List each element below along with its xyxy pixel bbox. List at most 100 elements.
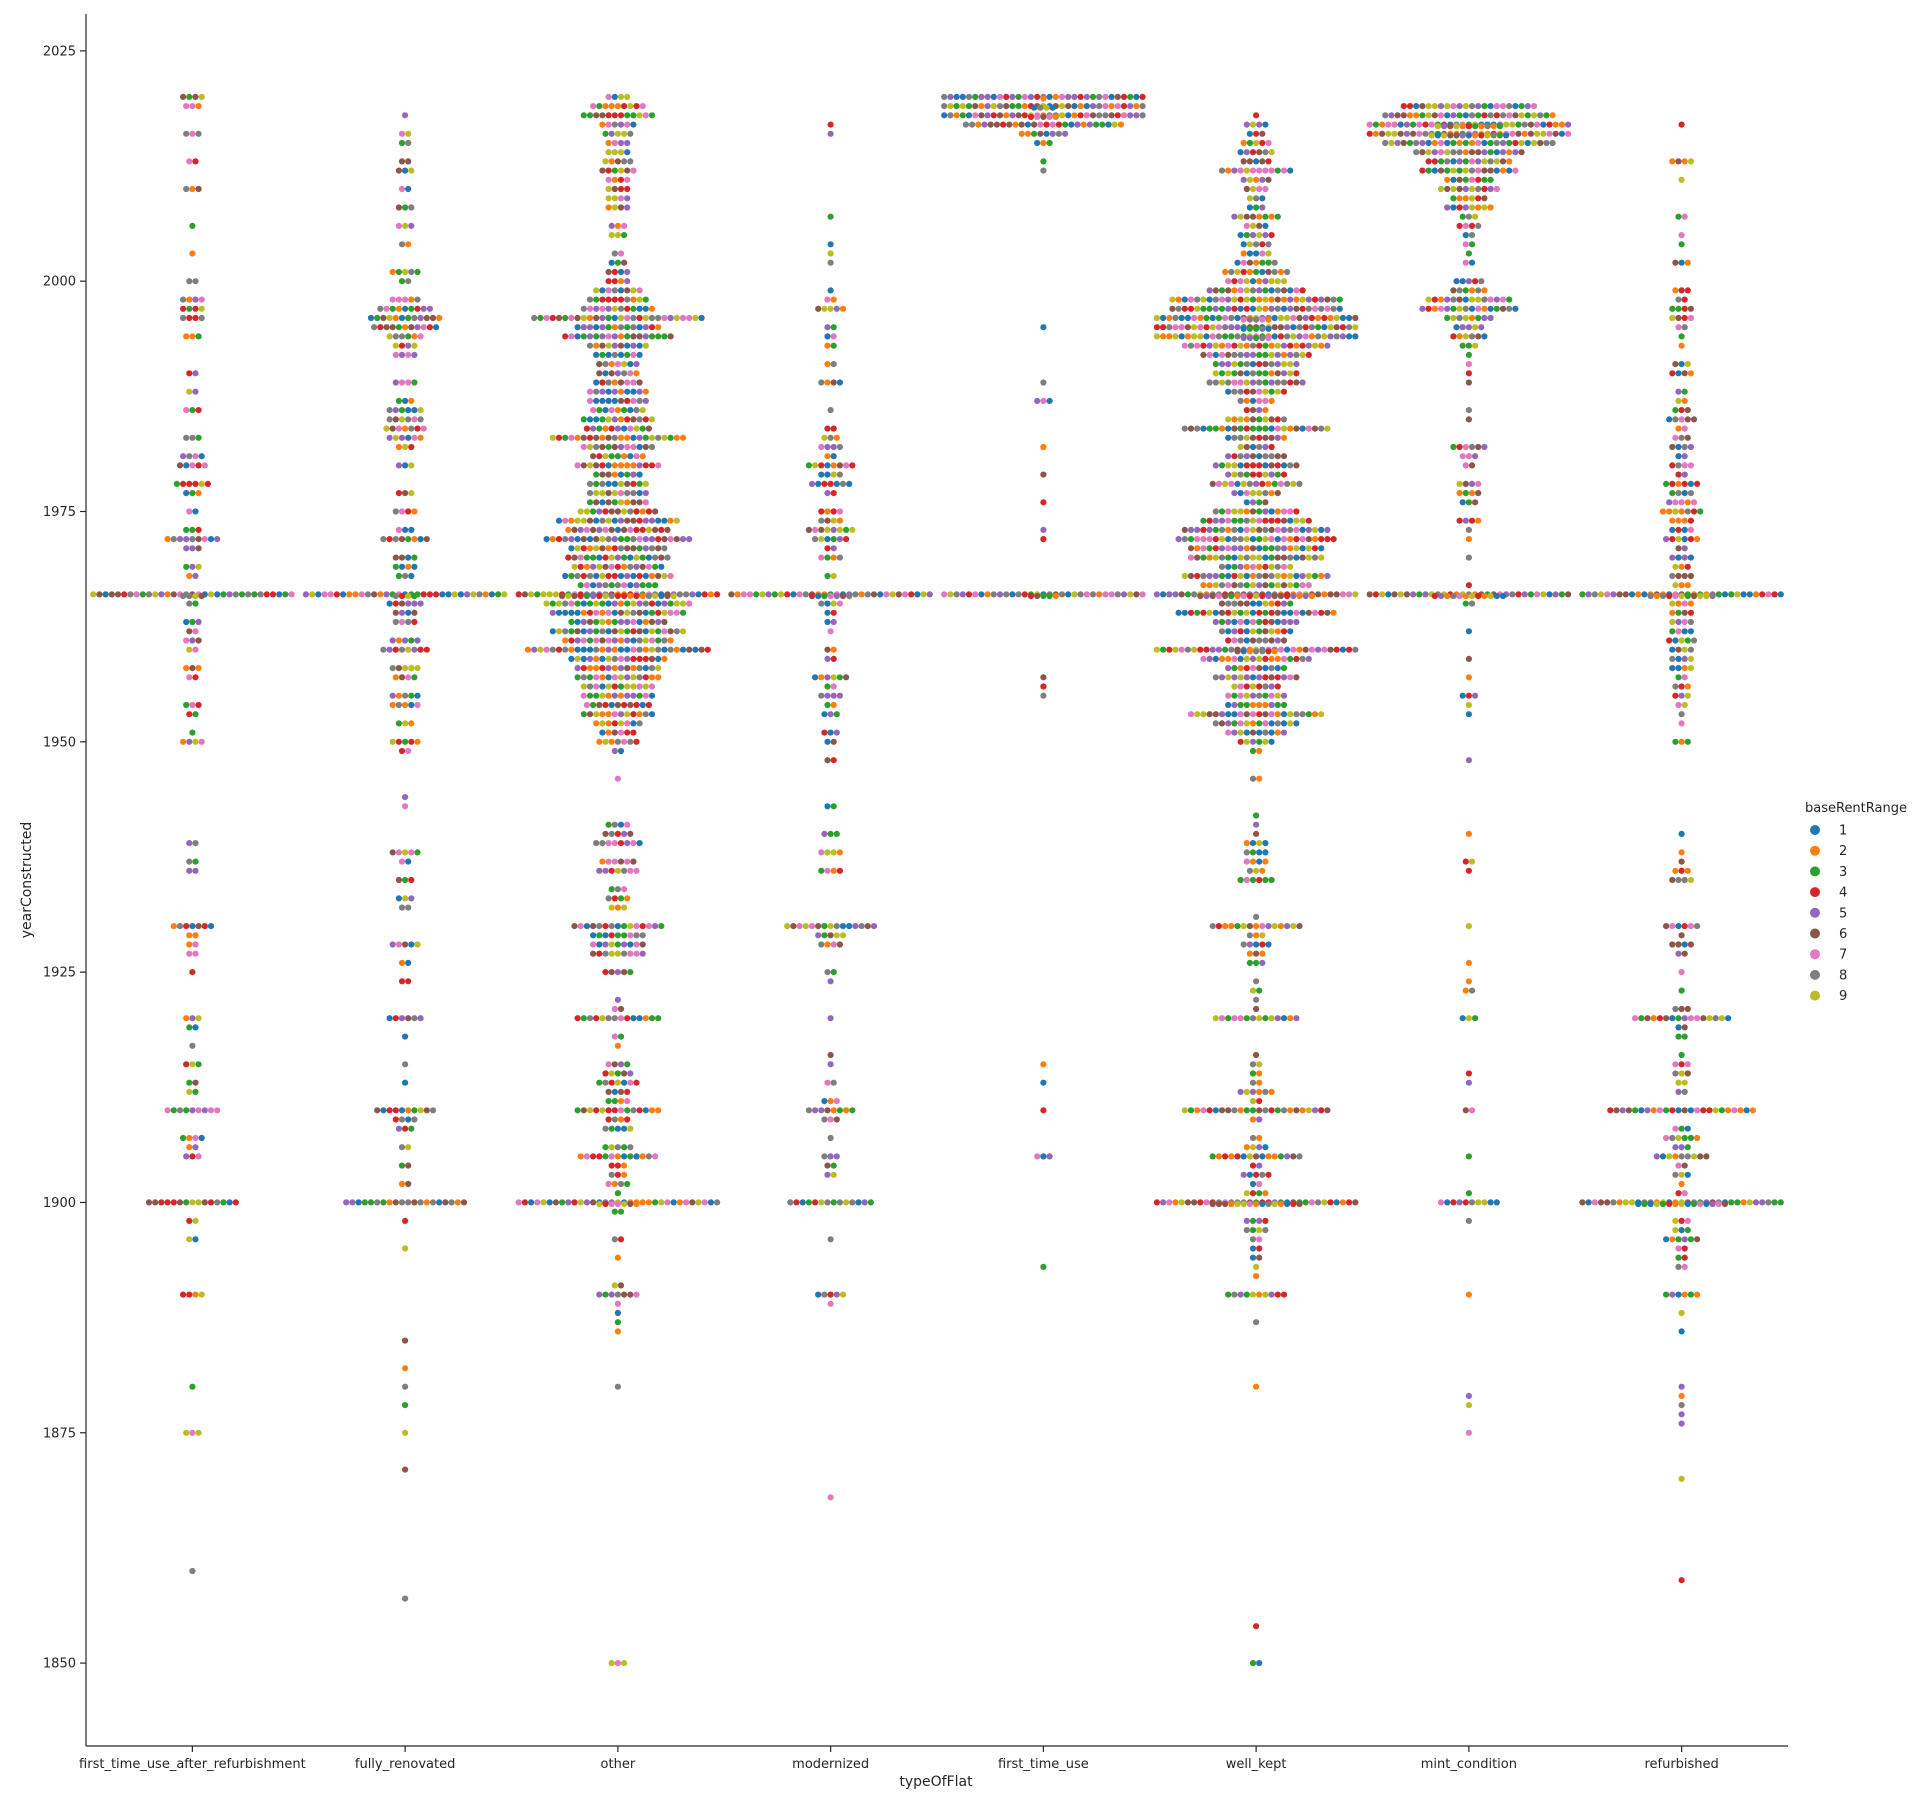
data-point bbox=[1256, 526, 1263, 534]
data-point bbox=[1249, 416, 1257, 423]
data-point bbox=[1253, 139, 1260, 147]
data-point bbox=[1253, 1171, 1260, 1178]
data-point bbox=[599, 167, 606, 174]
data-point bbox=[617, 720, 625, 727]
data-point bbox=[627, 830, 634, 838]
data-point bbox=[408, 1125, 415, 1132]
data-point bbox=[1249, 738, 1257, 745]
legend-label: 3 bbox=[1839, 865, 1847, 880]
data-point bbox=[195, 701, 202, 709]
data-point bbox=[821, 711, 828, 718]
data-point bbox=[1687, 536, 1694, 543]
data-point bbox=[426, 591, 433, 598]
data-point bbox=[599, 609, 606, 616]
data-point bbox=[790, 591, 797, 598]
data-point bbox=[1231, 425, 1238, 432]
data-point bbox=[571, 1199, 578, 1206]
data-point bbox=[648, 674, 656, 681]
data-point bbox=[195, 1061, 202, 1068]
data-point bbox=[1049, 130, 1056, 137]
data-point bbox=[1187, 305, 1195, 312]
data-point bbox=[1280, 674, 1288, 681]
data-point bbox=[846, 480, 853, 487]
data-point bbox=[630, 840, 637, 847]
data-point bbox=[1327, 324, 1334, 331]
data-point bbox=[1256, 508, 1263, 515]
data-point bbox=[1752, 1199, 1760, 1206]
data-point bbox=[1197, 324, 1204, 331]
data-point bbox=[624, 490, 631, 497]
data-point bbox=[621, 886, 628, 893]
data-point bbox=[1493, 592, 1500, 600]
data-point bbox=[1293, 361, 1300, 368]
data-point bbox=[386, 416, 393, 423]
data-point bbox=[1678, 176, 1685, 183]
data-point bbox=[1256, 185, 1263, 193]
data-point bbox=[617, 176, 625, 183]
legend-label: 8 bbox=[1839, 968, 1847, 983]
data-point bbox=[617, 692, 625, 699]
data-point bbox=[121, 591, 128, 598]
data-point bbox=[395, 701, 402, 709]
data-point bbox=[593, 305, 600, 312]
data-point bbox=[1120, 112, 1128, 119]
data-point bbox=[1675, 1088, 1682, 1095]
data-point bbox=[1540, 121, 1547, 128]
data-point bbox=[392, 379, 399, 386]
data-point bbox=[827, 287, 834, 294]
data-point bbox=[1231, 609, 1238, 616]
data-point bbox=[621, 950, 628, 957]
data-point bbox=[648, 536, 656, 543]
data-point bbox=[568, 618, 575, 626]
data-point bbox=[815, 592, 822, 600]
data-point bbox=[408, 443, 415, 451]
data-point bbox=[636, 342, 643, 349]
data-point bbox=[1669, 646, 1676, 653]
data-point bbox=[1031, 121, 1038, 128]
data-point bbox=[192, 508, 199, 515]
data-point bbox=[1015, 93, 1022, 100]
data-point bbox=[633, 361, 640, 368]
data-point bbox=[549, 434, 556, 441]
data-point bbox=[602, 158, 609, 165]
data-point bbox=[652, 563, 659, 570]
data-point bbox=[1669, 1107, 1676, 1114]
data-point bbox=[1465, 1015, 1472, 1022]
data-point bbox=[583, 582, 591, 589]
data-point bbox=[1293, 1015, 1300, 1022]
data-point bbox=[1027, 592, 1035, 600]
data-point bbox=[926, 591, 933, 598]
data-point bbox=[389, 738, 396, 745]
data-point bbox=[947, 112, 954, 119]
data-point bbox=[611, 388, 618, 395]
data-point bbox=[633, 1200, 640, 1208]
data-point bbox=[824, 443, 831, 451]
data-point bbox=[389, 425, 396, 432]
data-point bbox=[1413, 149, 1420, 156]
data-point bbox=[377, 324, 384, 331]
data-point bbox=[1243, 167, 1250, 174]
data-point bbox=[590, 1153, 597, 1160]
data-point bbox=[1675, 1254, 1682, 1261]
data-point bbox=[1681, 1190, 1688, 1197]
data-point bbox=[648, 609, 656, 616]
data-point bbox=[1215, 923, 1222, 930]
data-point bbox=[1240, 259, 1247, 266]
data-point bbox=[198, 296, 205, 303]
data-point bbox=[1546, 591, 1553, 598]
data-point bbox=[593, 674, 600, 681]
data-point bbox=[1465, 379, 1472, 386]
data-point bbox=[1246, 268, 1253, 276]
data-point bbox=[1672, 1125, 1679, 1132]
data-point bbox=[602, 425, 609, 432]
data-point bbox=[1604, 591, 1611, 598]
data-point bbox=[617, 250, 625, 257]
data-point bbox=[195, 618, 202, 626]
data-point bbox=[1212, 425, 1219, 432]
data-point bbox=[824, 1199, 831, 1206]
data-point bbox=[405, 747, 412, 755]
data-point bbox=[611, 858, 618, 865]
data-point bbox=[593, 572, 600, 580]
data-point bbox=[636, 720, 643, 727]
data-point bbox=[405, 1199, 412, 1206]
